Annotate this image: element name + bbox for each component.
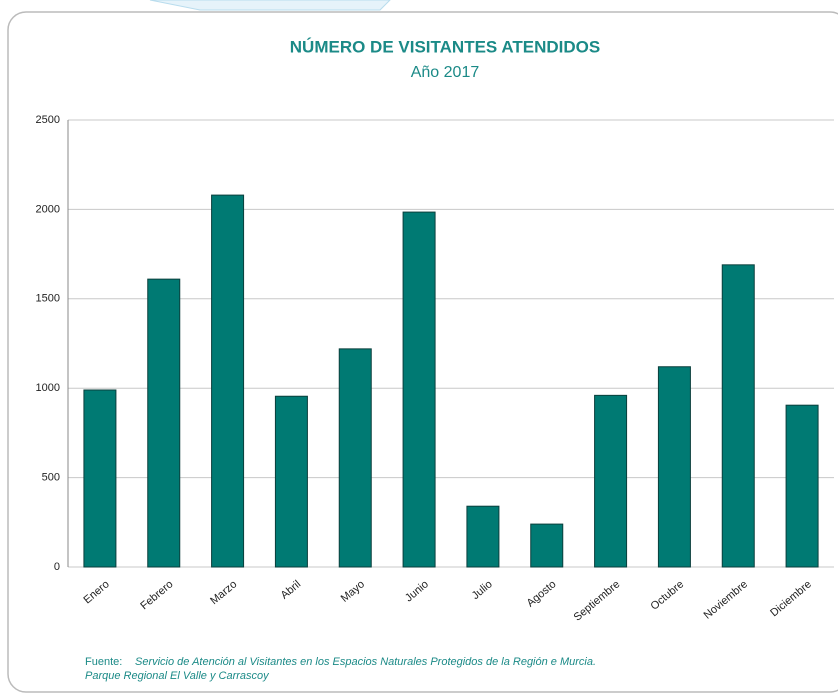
x-tick-label: Febrero [138,578,175,612]
bar [466,505,500,568]
x-tick-label: Julio [470,578,495,602]
y-tick-label: 2500 [36,114,60,126]
x-tick-label: Noviembre [702,578,750,621]
bar [785,404,819,568]
bar [721,264,755,568]
chart-subtitle: Año 2017 [411,64,480,81]
x-tick-label: Octubre [649,578,687,612]
bar [530,523,564,568]
bar [657,366,691,568]
source-label: Fuente: [85,656,122,668]
x-tick-label: Junio [403,578,431,604]
bar [83,389,117,568]
x-tick-label: Septiembre [572,578,623,623]
bar [147,278,181,568]
bar [274,395,308,568]
decoration [149,0,391,11]
x-tick-label: Mayo [339,578,367,604]
source-text: Servicio de Atención al Visitantes en lo… [135,656,596,668]
bar [211,194,245,568]
bar [338,348,372,568]
y-tick-label: 500 [42,472,60,484]
y-tick-label: 1000 [36,382,60,394]
bar [402,211,436,568]
y-tick-label: 2000 [36,203,60,215]
x-tick-label: Abril [279,578,304,601]
x-tick-label: Agosto [525,578,559,609]
source-text: Parque Regional El Valle y Carrascoy [85,670,270,682]
frame [7,11,838,693]
x-tick-label: Marzo [208,578,239,607]
x-tick-label: Enero [82,578,112,606]
y-tick-label: 1500 [36,293,60,305]
x-tick-label: Diciembre [768,578,814,619]
chart-title: NÚMERO DE VISITANTES ATENDIDOS [290,37,600,56]
bar [594,394,628,568]
y-tick-label: 0 [54,561,60,573]
